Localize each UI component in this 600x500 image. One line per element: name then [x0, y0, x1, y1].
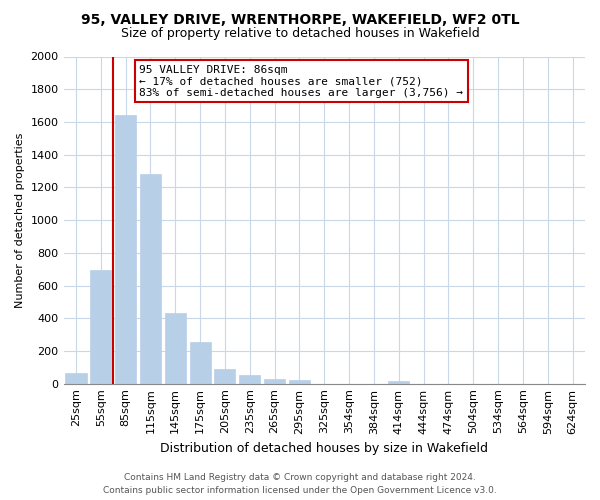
Text: Size of property relative to detached houses in Wakefield: Size of property relative to detached ho… — [121, 28, 479, 40]
Text: Contains HM Land Registry data © Crown copyright and database right 2024.
Contai: Contains HM Land Registry data © Crown c… — [103, 474, 497, 495]
Bar — [289, 380, 310, 384]
X-axis label: Distribution of detached houses by size in Wakefield: Distribution of detached houses by size … — [160, 442, 488, 455]
Bar — [165, 312, 186, 384]
Bar — [115, 116, 136, 384]
Bar — [190, 342, 211, 384]
Bar — [239, 375, 260, 384]
Bar — [264, 379, 285, 384]
Text: 95, VALLEY DRIVE, WRENTHORPE, WAKEFIELD, WF2 0TL: 95, VALLEY DRIVE, WRENTHORPE, WAKEFIELD,… — [80, 12, 520, 26]
Bar — [140, 174, 161, 384]
Bar — [65, 373, 86, 384]
Bar — [214, 370, 235, 384]
Y-axis label: Number of detached properties: Number of detached properties — [15, 132, 25, 308]
Bar — [388, 382, 409, 384]
Bar — [90, 270, 112, 384]
Text: 95 VALLEY DRIVE: 86sqm
← 17% of detached houses are smaller (752)
83% of semi-de: 95 VALLEY DRIVE: 86sqm ← 17% of detached… — [139, 64, 463, 98]
